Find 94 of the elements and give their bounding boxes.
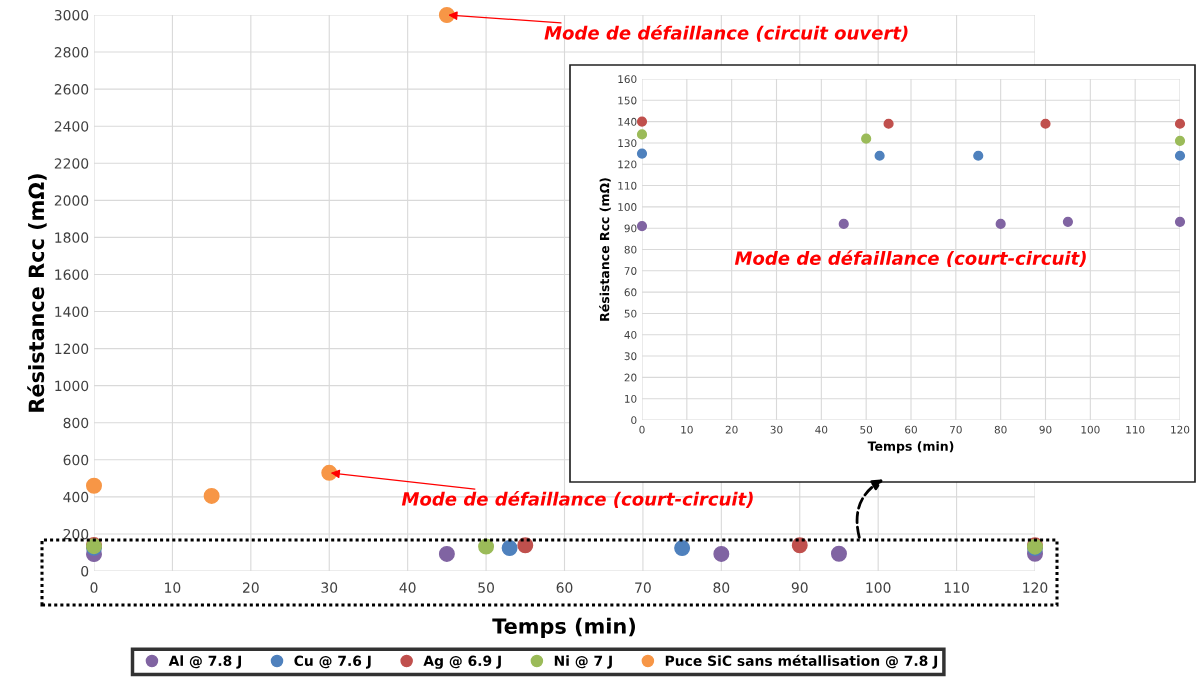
x-tick-label: 0 (639, 425, 645, 434)
y-tick-label: 120 (618, 160, 637, 169)
y-tick-label: 1600 (55, 269, 89, 280)
y-tick-label: 1200 (55, 343, 89, 355)
x-tick-label: 20 (243, 582, 259, 593)
y-tick-label: 130 (618, 139, 637, 148)
x-tick-label: 40 (399, 582, 416, 593)
y-tick-label: 600 (63, 454, 89, 466)
y-tick-label: 200 (63, 528, 89, 540)
y-tick-label: 2800 (54, 47, 89, 58)
point (501, 540, 518, 556)
x-tick-label: 60 (556, 582, 573, 593)
point (973, 150, 984, 161)
y-tick-label: 80 (624, 245, 637, 254)
y-tick-label: 0 (631, 416, 637, 425)
point (636, 129, 648, 140)
point (1174, 135, 1186, 146)
x-tick-label: 30 (770, 425, 783, 434)
annotation: Mode de défaillance (court-circuit) (401, 491, 753, 508)
x-tick-label: 110 (944, 582, 969, 593)
legend-label: Puce SiC sans métallisation @ 7.8 J (665, 654, 938, 669)
x-tick-label: 50 (478, 582, 494, 593)
y-tick-label: 2600 (54, 84, 89, 95)
y-tick-label: 2400 (54, 121, 89, 132)
y-tick-label: 2200 (54, 158, 89, 169)
point (830, 545, 847, 562)
point (838, 218, 849, 230)
legend-label: Ag @ 6.9 J (423, 655, 501, 669)
point (995, 218, 1006, 230)
x-tick-label: 100 (866, 582, 891, 593)
point (861, 133, 872, 144)
point (874, 150, 885, 161)
x-tick-label: 120 (1171, 425, 1190, 434)
point (478, 538, 495, 555)
y-tick-label: 400 (63, 491, 89, 503)
y-tick-label: 60 (624, 288, 637, 297)
y-tick-label: 90 (624, 224, 637, 233)
y-tick-label: 2000 (54, 195, 89, 206)
y-tick-label: 70 (624, 267, 637, 275)
x-tick-label: 10 (165, 582, 181, 593)
annotation: Mode de défaillance (circuit ouvert) (544, 24, 908, 42)
legend-label: Ni @ 7 J (554, 655, 612, 669)
x-tick-label: 100 (1081, 425, 1100, 434)
point (203, 487, 220, 504)
x-tick-label: 70 (635, 582, 651, 593)
y-tick-label: 150 (618, 96, 637, 105)
y-tick-label: 10 (625, 394, 637, 403)
x-tick-label: 10 (681, 425, 693, 434)
legend-label: Cu @ 7.6 J (294, 655, 371, 669)
y-tick-label: 3000 (54, 9, 89, 21)
x-tick-label: 80 (713, 582, 730, 593)
x-tick-label: 70 (950, 425, 962, 434)
x-tick-label: 50 (860, 425, 873, 434)
x-tick-label: 90 (791, 582, 808, 593)
point (1174, 150, 1186, 161)
point (1062, 216, 1074, 227)
y-tick-label: 0 (81, 565, 89, 577)
y-axis-title: Résistance Rcc (mΩ) (27, 174, 47, 412)
y-tick-label: 100 (618, 203, 637, 211)
point (674, 540, 691, 556)
x-tick-label: 110 (1126, 425, 1145, 434)
x-tick-label: 30 (321, 582, 338, 593)
legend-label: Al @ 7.8 J (168, 655, 242, 669)
y-tick-label: 20 (624, 373, 637, 382)
y-tick-label: 800 (63, 417, 89, 429)
x-tick-label: 120 (1023, 582, 1048, 593)
y-tick-label: 40 (624, 330, 637, 339)
y-tick-label: 140 (618, 117, 637, 126)
y-tick-label: 110 (618, 181, 637, 190)
point (883, 118, 894, 129)
y-tick-label: 1800 (55, 232, 89, 243)
point (636, 148, 648, 159)
x-tick-label: 60 (905, 425, 917, 434)
x-tick-label: 80 (994, 425, 1007, 434)
point (1174, 118, 1186, 129)
point (1174, 216, 1186, 227)
point (713, 545, 730, 562)
point (636, 116, 648, 127)
y-tick-label: 50 (624, 309, 637, 318)
x-tick-label: 20 (725, 425, 738, 434)
x-axis-title: Temps (min) (492, 617, 635, 638)
x-tick-label: 90 (1039, 425, 1052, 434)
point (1040, 118, 1051, 129)
y-axis-title: Résistance Rcc (mΩ) (599, 178, 611, 321)
annotation: Mode de défaillance (court-circuit) (734, 250, 1086, 268)
x-tick-label: 0 (90, 582, 98, 593)
x-axis-title: Temps (min) (867, 441, 954, 454)
x-tick-label: 40 (815, 425, 828, 434)
y-tick-label: 1000 (55, 380, 89, 392)
point (636, 220, 648, 232)
point (438, 545, 455, 562)
y-tick-label: 1400 (55, 306, 89, 318)
y-tick-label: 160 (618, 75, 637, 84)
y-tick-label: 30 (624, 352, 637, 361)
